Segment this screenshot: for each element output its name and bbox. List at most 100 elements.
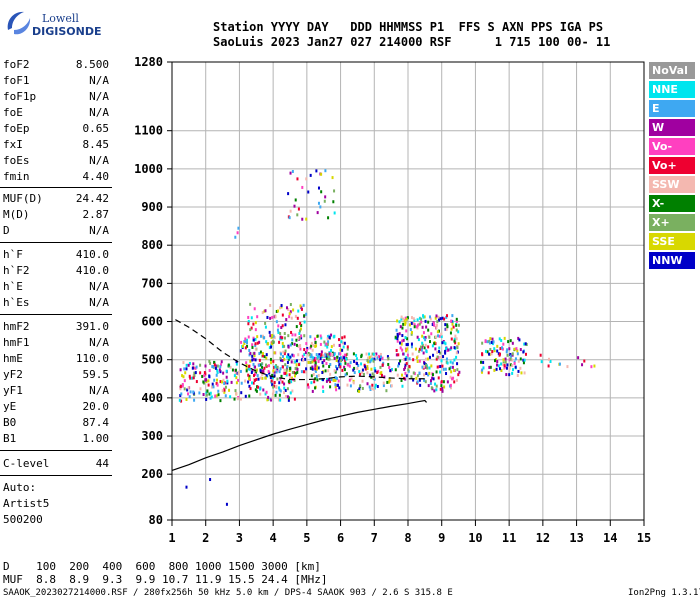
trace-point [361,386,364,390]
trace-point [249,352,252,356]
trace-point [381,356,384,360]
trace-point [288,216,291,220]
trace-point [423,365,426,369]
trace-point [264,321,267,325]
trace-point [252,338,255,342]
trace-point [273,381,276,385]
trace-point [338,352,341,356]
trace-point [299,344,302,348]
trace-point [217,393,220,397]
trace-point [278,386,281,390]
trace-point [291,338,294,342]
trace-point [247,380,250,384]
trace-point [372,352,375,356]
trace-point [362,372,365,376]
trace-point [490,340,493,344]
trace-point [284,388,287,392]
logo: Lowell DIGISONDE [4,8,101,40]
trace-point [338,357,341,361]
trace-point [403,367,406,371]
param-name: D [3,224,10,237]
trace-point [451,361,454,365]
trace-point [252,322,255,326]
x-tick-label: 3 [236,531,243,545]
trace-point [339,348,342,352]
trace-point [438,346,441,350]
trace-point [220,380,223,384]
trace-point [451,365,454,369]
trace-point [306,346,309,350]
trace-point [425,325,428,329]
trace-point [328,357,331,361]
trace-point [261,376,264,380]
trace-point [394,335,397,339]
trace-point [187,363,190,367]
trace-point [443,385,446,389]
trace-point [276,328,279,332]
trace-point [418,349,421,353]
trace-point [269,357,272,361]
trace-point [453,358,456,362]
trace-point [267,342,270,346]
trace-point [305,177,308,181]
trace-point [348,378,351,382]
param-row: MUF(D) 24.42 [3,192,109,206]
trace-point [298,363,301,367]
trace-point [302,303,305,307]
trace-point [285,306,288,310]
trace-point [396,339,399,343]
trace-point [179,387,182,391]
trace-point [258,358,261,362]
trace-point [319,357,322,361]
param-name: hmE [3,352,23,365]
trace-point [304,350,307,354]
trace-point [338,343,341,347]
trace-point [209,396,212,400]
trace-point [440,359,443,363]
trace-point [306,348,309,352]
trace-point [267,369,270,373]
trace-point [421,334,424,338]
trace-point [503,336,506,340]
trace-point [421,343,424,347]
trace-point [266,398,269,402]
trace-point [250,326,253,330]
trace-point [185,367,188,371]
trace-point [287,356,290,360]
trace-point [321,355,324,359]
trace-point [566,365,569,369]
trace-point [379,365,382,369]
trace-point [295,363,298,367]
trace-point [421,325,424,329]
trace-point [487,371,490,375]
trace-point [214,366,217,370]
trace-point [436,365,439,369]
trace-point [395,353,398,357]
param-name: yE [3,400,17,413]
trace-point [331,353,334,357]
trace-point [382,361,385,365]
trace-point [188,374,191,378]
trace-point [272,389,275,393]
trace-point [422,331,425,335]
trace-point [333,356,336,360]
trace-point [291,389,294,393]
trace-point [299,327,302,331]
trace-point [413,325,416,329]
trace-point [247,322,250,326]
trace-point [251,368,254,372]
param-row: h`F 410.0 [3,248,109,262]
trace-point [355,353,358,357]
trace-point [381,363,384,367]
trace-point [236,371,239,375]
trace-point [254,328,257,332]
trace-point [435,323,438,327]
param-row: foEp 0.65 [3,122,109,136]
trace-point [360,362,363,366]
trace-point [301,217,304,221]
trace-point [315,374,318,378]
trace-point [300,307,303,311]
trace-point [259,363,262,367]
trace-point [395,328,398,332]
trace-point [231,368,234,372]
